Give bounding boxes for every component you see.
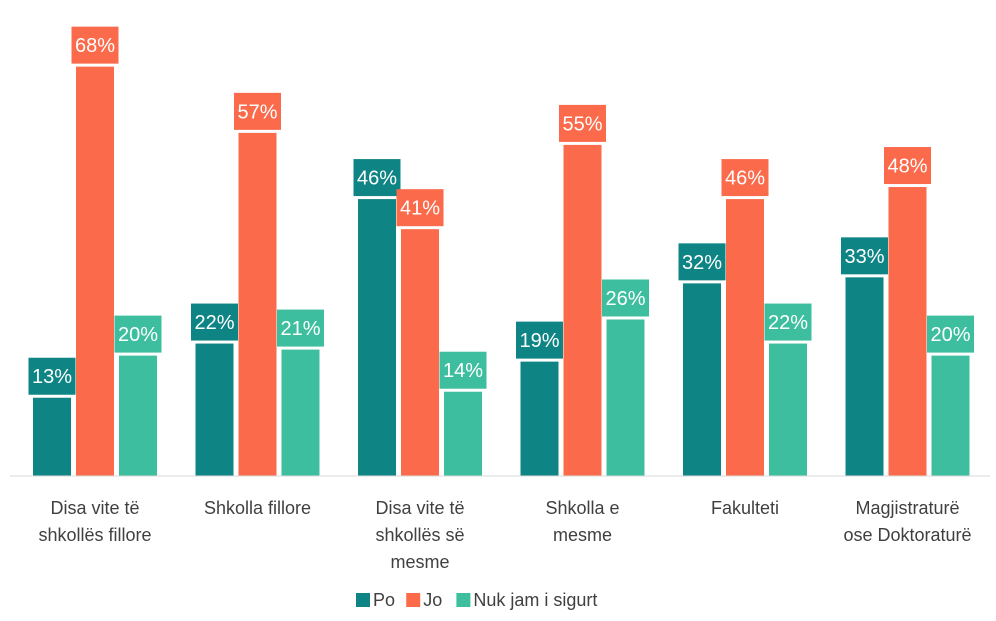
data-label: 20% (118, 324, 158, 346)
data-label: 46% (725, 168, 765, 190)
legend-label: Nuk jam i sigurt (473, 590, 597, 610)
data-labels-layer: 13%68%20%22%57%21%46%41%14%19%55%26%32%4… (28, 26, 974, 395)
category-label: Disa vite të shkollës së mesme (375, 498, 464, 572)
data-label-box (721, 159, 769, 197)
data-label-box (884, 147, 931, 185)
data-label-box (841, 237, 888, 275)
bar-nuk-jam-i-sigurt-4 (769, 343, 807, 476)
data-label-box (353, 159, 401, 197)
category-label: Fakulteti (711, 498, 779, 518)
data-label-box (927, 315, 974, 353)
category-label: Shkolla e mesme (545, 498, 619, 545)
category-label-line: Fakulteti (711, 498, 779, 518)
data-label-box (191, 303, 238, 341)
bar-jo-3 (563, 144, 602, 476)
data-label-box (559, 104, 606, 142)
bar-po-4 (683, 283, 721, 476)
bar-jo-5 (888, 187, 927, 477)
category-label-line: ose Doktoraturë (843, 525, 971, 545)
data-label-box (439, 351, 487, 389)
category-label-line: shkollës së (375, 525, 464, 545)
bar-po-0 (33, 397, 71, 476)
category-label-line: Shkolla e (545, 498, 619, 518)
category-label-line: Shkolla fillore (204, 498, 311, 518)
legend-swatch-po (356, 593, 370, 607)
category-label-line: mesme (390, 552, 449, 572)
legend-label: Po (373, 590, 395, 610)
data-label: 57% (237, 101, 277, 123)
data-label: 41% (400, 198, 440, 220)
bar-jo-2 (401, 229, 439, 476)
bar-jo-4 (726, 199, 764, 476)
category-label: Disa vite të shkollës fillore (38, 498, 151, 545)
data-label: 26% (605, 288, 645, 310)
legend-swatch-nuk-jam-i-sigurt (456, 593, 471, 607)
data-label-box (678, 243, 726, 281)
legend-label: Jo (423, 590, 442, 610)
data-label: 14% (443, 360, 483, 382)
bar-po-5 (845, 277, 884, 476)
data-label: 33% (844, 246, 884, 268)
bar-po-3 (520, 361, 559, 476)
bar-nuk-jam-i-sigurt-1 (281, 349, 320, 476)
data-label-box (396, 189, 444, 227)
data-label-box (516, 321, 563, 359)
legend: Po Jo Nuk jam i sigurt (356, 590, 597, 610)
bar-nuk-jam-i-sigurt-0 (119, 355, 157, 476)
data-label: 19% (519, 330, 559, 352)
data-label: 21% (280, 318, 320, 340)
data-label: 32% (682, 252, 722, 274)
data-label-box (764, 303, 812, 341)
data-label: 48% (887, 156, 927, 178)
category-label-line: shkollës fillore (38, 525, 151, 545)
bars-layer (33, 66, 970, 477)
category-labels-layer: Disa vite të shkollës fillore Shkolla fill… (38, 498, 971, 572)
data-label-box (114, 315, 162, 353)
data-label-box (277, 309, 324, 347)
bar-nuk-jam-i-sigurt-5 (931, 355, 970, 476)
data-label: 13% (32, 366, 72, 388)
data-label: 22% (768, 312, 808, 334)
bar-po-1 (195, 343, 234, 476)
data-label-box (234, 92, 281, 130)
data-label: 20% (930, 324, 970, 346)
bar-jo-1 (238, 132, 277, 477)
data-label: 46% (357, 168, 397, 190)
data-label: 55% (562, 113, 602, 135)
bar-nuk-jam-i-sigurt-2 (444, 391, 482, 476)
category-label: Magjistraturë ose Doktoraturë (843, 498, 971, 545)
bar-jo-0 (76, 66, 114, 476)
data-label-box (71, 26, 119, 64)
category-label-line: Magjistraturë (855, 498, 959, 518)
data-label-box (28, 357, 76, 395)
category-label: Shkolla fillore (204, 498, 311, 518)
category-label-line: Disa vite të (375, 498, 464, 518)
legend-swatch-jo (406, 593, 421, 607)
category-label-line: mesme (553, 525, 612, 545)
data-label: 68% (75, 35, 115, 57)
category-label-line: Disa vite të (50, 498, 139, 518)
bar-po-2 (358, 199, 396, 476)
data-label-box (602, 279, 649, 317)
bar-nuk-jam-i-sigurt-3 (606, 319, 645, 476)
data-label: 22% (194, 312, 234, 334)
